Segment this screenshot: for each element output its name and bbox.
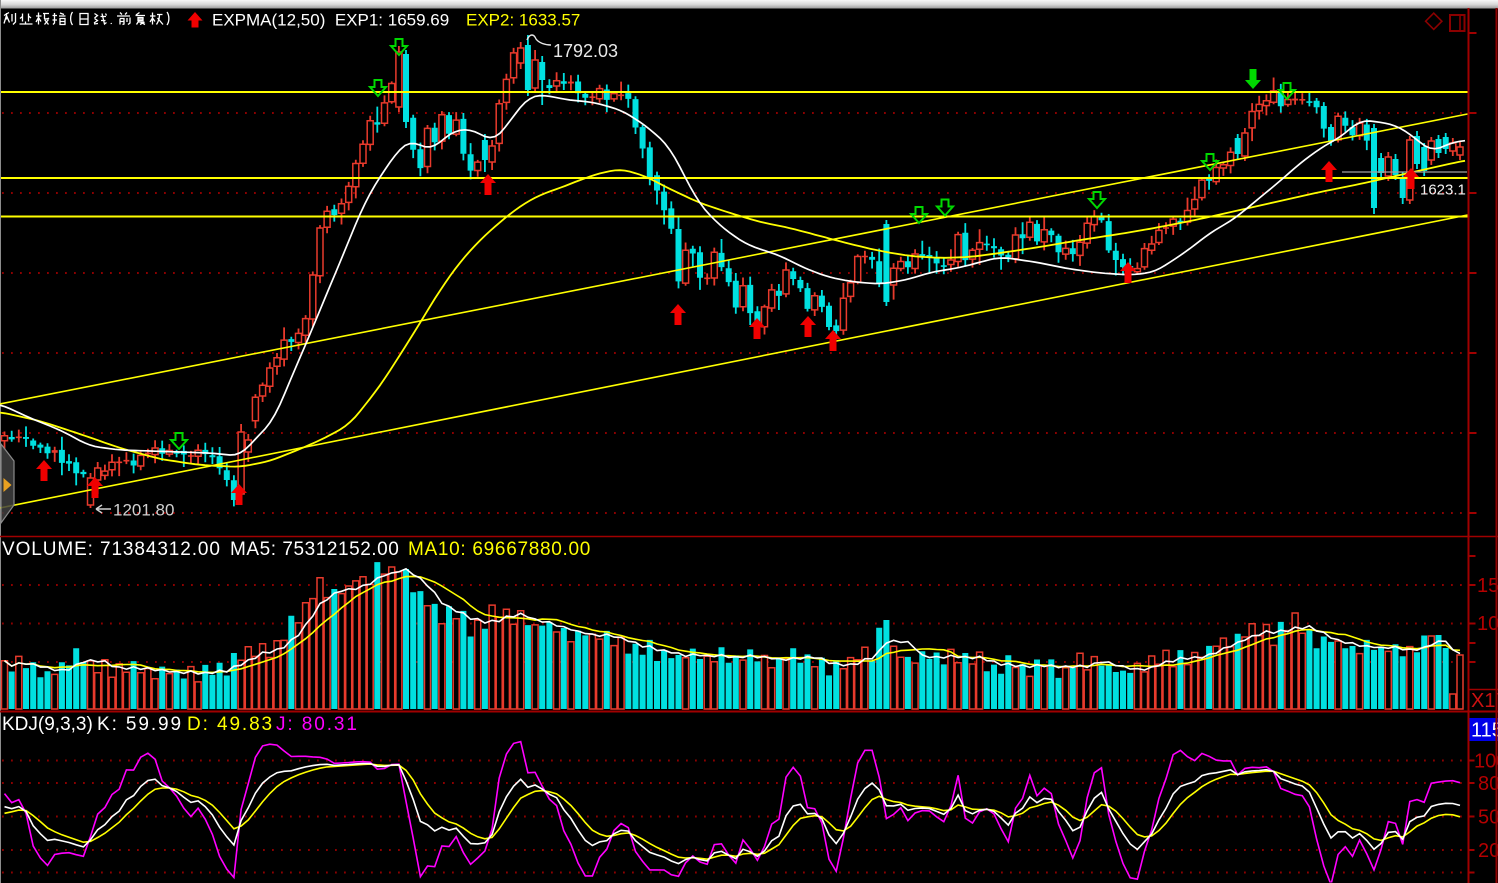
svg-text:150000000: 150000000 — [1477, 575, 1498, 597]
svg-text:EXP2: 1633.57: EXP2: 1633.57 — [466, 11, 580, 30]
svg-text:100: 100 — [1474, 751, 1498, 773]
svg-text:MA5: 75312152.00: MA5: 75312152.00 — [230, 539, 399, 560]
svg-text:1201.80: 1201.80 — [113, 501, 174, 520]
svg-text:20: 20 — [1478, 840, 1498, 862]
svg-text:1623.1: 1623.1 — [1420, 182, 1466, 199]
svg-text:80: 80 — [1478, 773, 1498, 795]
svg-text:MA10: 69667880.00: MA10: 69667880.00 — [408, 539, 591, 560]
svg-text:J: 80.31: J: 80.31 — [276, 714, 359, 735]
svg-text:1792.03: 1792.03 — [553, 41, 618, 61]
svg-text:50: 50 — [1478, 807, 1498, 829]
svg-text:X17: X17 — [1471, 690, 1498, 712]
svg-text:D: 49.83: D: 49.83 — [187, 714, 274, 735]
svg-text:K: 59.99: K: 59.99 — [97, 714, 183, 735]
svg-text:EXPMA(12,50) EXP1: 1659.69: EXPMA(12,50) EXP1: 1659.69 — [212, 11, 449, 30]
svg-text:100000000: 100000000 — [1477, 613, 1498, 635]
svg-text:VOLUME: 71384312.00: VOLUME: 71384312.00 — [2, 539, 221, 560]
svg-text:115.: 115. — [1471, 720, 1498, 742]
svg-text:KDJ(9,3,3): KDJ(9,3,3) — [2, 714, 93, 735]
